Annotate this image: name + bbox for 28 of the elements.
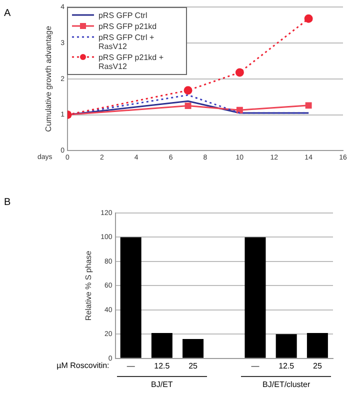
y-axis-title: Relative % S phase (84, 250, 94, 321)
legend-label: pRS GFP Ctrl (98, 11, 148, 20)
text: BJ/ET/cluster (262, 380, 310, 390)
point (235, 68, 244, 77)
legend-label: pRS GFP p21kd + RasV12 (98, 53, 164, 72)
x-tick-label: 25 (188, 361, 198, 370)
x-tick-label: — (126, 361, 135, 370)
bar (244, 237, 266, 358)
bar (120, 237, 142, 358)
x-tick-label: 25 (312, 361, 322, 370)
x-tick-label: — (251, 361, 260, 370)
point (305, 102, 312, 109)
text: A (4, 8, 11, 19)
x-tick-label: 12.5 (154, 361, 170, 370)
bar (182, 339, 204, 358)
point (184, 86, 192, 95)
legend-label: pRS GFP p21kd (98, 22, 157, 32)
point (304, 14, 313, 23)
text: B (4, 197, 11, 208)
bar (276, 334, 297, 358)
bar (306, 332, 328, 358)
text: µM Roscovitin: (56, 361, 110, 370)
point (236, 106, 243, 114)
point (184, 102, 192, 110)
y-axis-title: Cumulative growth advantage (44, 25, 54, 132)
bar (151, 332, 172, 358)
text: BJ/ET (151, 380, 173, 390)
x-tick-label: 12.5 (278, 361, 295, 370)
